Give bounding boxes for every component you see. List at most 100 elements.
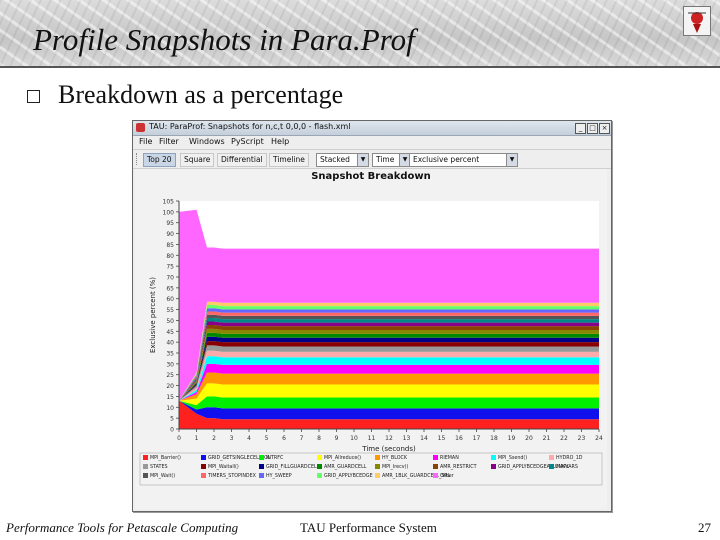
legend-swatch <box>375 473 380 478</box>
x-tick-label: 15 <box>438 435 446 442</box>
footer-center: TAU Performance System <box>300 520 437 535</box>
y-tick-label: 5 <box>170 416 174 423</box>
menu-windows[interactable]: Windows <box>189 137 225 146</box>
x-tick-label: 19 <box>508 435 516 442</box>
legend-swatch <box>317 464 322 469</box>
y-tick-label: 0 <box>170 427 174 434</box>
legend-label: GRID_GETSINGLECELLVOL <box>208 455 271 461</box>
legend-label: MPI_Waitall() <box>208 464 239 470</box>
toolbar-grip-icon <box>136 153 140 165</box>
tab-top-20[interactable]: Top 20 <box>143 153 176 167</box>
legend-swatch <box>433 455 438 460</box>
x-tick-label: 0 <box>177 435 181 442</box>
chart-style-select[interactable]: Stacked ▼ <box>316 153 369 167</box>
banner-divider <box>0 66 720 68</box>
series-area-7 <box>179 350 599 401</box>
y-tick-label: 35 <box>166 351 174 358</box>
chevron-down-icon: ▼ <box>399 154 410 166</box>
legend-label: MPI_Barrier() <box>150 455 181 461</box>
series-area-3 <box>179 383 599 406</box>
maximize-icon[interactable]: □ <box>587 123 598 134</box>
legend-box <box>139 452 603 486</box>
x-tick-label: 20 <box>525 435 533 442</box>
tab-differential[interactable]: Differential <box>217 153 267 167</box>
legend-label: MPI_Ssend() <box>498 455 527 461</box>
series-area-2 <box>179 396 599 410</box>
legend-label: MPI_Wait() <box>150 473 175 479</box>
y-tick-label: 95 <box>166 220 174 227</box>
y-tick-label: 65 <box>166 285 174 292</box>
series-area-1 <box>179 400 599 420</box>
series-area-21 <box>179 209 599 401</box>
legend-label: AMR_1BLK_GUARDCELL_SRL <box>382 473 451 479</box>
legend-swatch <box>375 464 380 469</box>
x-tick-label: 10 <box>350 435 358 442</box>
legend-swatch <box>491 455 496 460</box>
series-area-8 <box>179 345 599 401</box>
legend-swatch <box>201 473 206 478</box>
y-tick-label: 15 <box>166 394 174 401</box>
paraprof-window: TAU: ParaProf: Snapshots for n,c,t 0,0,0… <box>132 120 612 512</box>
slide-banner <box>0 0 720 66</box>
x-tick-label: 7 <box>300 435 304 442</box>
menu-pyscript[interactable]: PyScript <box>231 137 264 146</box>
y-tick-label: 10 <box>166 405 174 412</box>
chart-panel: Snapshot Breakdown 0 5 10 15 20 25 30 35 40 45 50 5… <box>135 169 607 509</box>
legend-label: MAPL <box>556 464 569 470</box>
legend-label: MPI_Allreduce() <box>324 455 361 461</box>
footer-left: Performance Tools for Petascale Computin… <box>6 520 239 535</box>
legend-label: STATES <box>150 464 168 470</box>
stacked-area-chart: 0510152025303540455055606570758085909510… <box>139 199 603 486</box>
y-tick-label: 105 <box>163 199 175 206</box>
y-tick-label: 45 <box>166 329 174 336</box>
y-tick-label: 70 <box>166 275 174 282</box>
legend-swatch <box>259 464 264 469</box>
x-tick-label: 6 <box>282 435 286 442</box>
menubar: File Filter Windows PyScript Help <box>133 136 611 150</box>
y-tick-label: 85 <box>166 242 174 249</box>
x-tick-label: 12 <box>385 435 393 442</box>
x-tick-label: 21 <box>543 435 551 442</box>
close-icon[interactable]: × <box>599 123 610 134</box>
menu-file[interactable]: File <box>139 137 153 146</box>
x-tick-label: 24 <box>595 435 603 442</box>
y-axis-label: Exclusive percent (%) <box>149 277 157 353</box>
x-tick-label: 13 <box>403 435 411 442</box>
y-tick-label: 60 <box>166 296 174 303</box>
x-tick-label: 22 <box>560 435 568 442</box>
tab-timeline[interactable]: Timeline <box>269 153 309 167</box>
x-tick-label: 17 <box>473 435 481 442</box>
legend-swatch <box>259 455 264 460</box>
menu-filter[interactable]: Filter <box>159 137 179 146</box>
x-tick-label: 2 <box>212 435 216 442</box>
tab-square[interactable]: Square <box>180 153 215 167</box>
series-area-5 <box>179 363 599 401</box>
x-tick-label: 8 <box>317 435 321 442</box>
legend-swatch <box>549 455 554 460</box>
x-tick-label: 1 <box>195 435 199 442</box>
menu-help[interactable]: Help <box>271 137 290 146</box>
toolbar: Top 20 Square Differential Timeline Stac… <box>133 150 611 169</box>
x-tick-label: 18 <box>490 435 498 442</box>
x-axis-select[interactable]: Time ▼ <box>372 153 411 167</box>
chevron-down-icon: ▼ <box>506 154 517 166</box>
metric-select[interactable]: Exclusive percent ▼ <box>409 153 518 167</box>
y-tick-label: 80 <box>166 253 174 260</box>
x-tick-label: 5 <box>265 435 269 442</box>
y-tick-label: 40 <box>166 340 174 347</box>
legend-swatch <box>433 464 438 469</box>
legend-swatch <box>317 473 322 478</box>
legend-label: GRID_APPLYBCEDGEALLUNKVARS <box>498 464 578 470</box>
minimize-icon[interactable]: _ <box>575 123 586 134</box>
chart-style-value: Stacked <box>320 155 350 164</box>
legend-swatch <box>143 473 148 478</box>
chevron-down-icon: ▼ <box>357 154 368 166</box>
y-tick-label: 55 <box>166 307 174 314</box>
x-tick-label: 3 <box>230 435 234 442</box>
legend-swatch <box>259 473 264 478</box>
tau-logo-icon <box>683 6 711 36</box>
window-titlebar[interactable]: TAU: ParaProf: Snapshots for n,c,t 0,0,0… <box>133 121 611 136</box>
y-tick-label: 25 <box>166 372 174 379</box>
legend-label: RIEMAN <box>440 455 459 461</box>
app-icon <box>136 123 145 132</box>
